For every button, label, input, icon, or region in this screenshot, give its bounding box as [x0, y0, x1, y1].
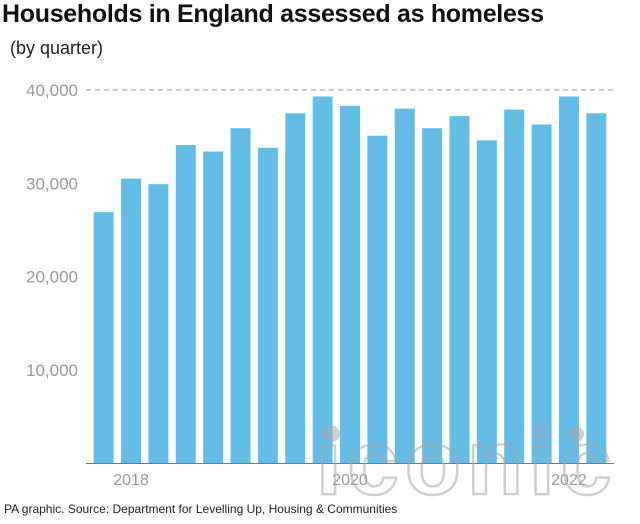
bar: [449, 116, 470, 464]
x-axis-tick-labels: 2018 2020 2022: [113, 472, 587, 489]
bar: [175, 145, 196, 463]
bar: [230, 128, 251, 464]
bar: [93, 212, 114, 463]
x-tick-label: 2020: [332, 472, 368, 489]
bar: [422, 128, 443, 464]
y-tick-label: 10,000: [26, 361, 78, 380]
bar: [257, 147, 278, 463]
y-tick-label: 40,000: [26, 81, 78, 100]
source-note: PA graphic. Source: Department for Level…: [4, 502, 398, 516]
bar: [394, 108, 415, 464]
y-axis-tick-labels: 10,000 20,000 30,000 40,000: [26, 81, 78, 380]
y-tick-label: 20,000: [26, 268, 78, 287]
bar: [558, 96, 579, 463]
bar: [121, 178, 142, 463]
watermark-text: iconic: [316, 412, 618, 514]
bar: [531, 124, 552, 463]
bar: [367, 135, 388, 463]
chart-subtitle: (by quarter): [10, 38, 104, 58]
bar: [340, 105, 360, 463]
bar: [504, 109, 525, 463]
y-tick-label: 30,000: [26, 174, 78, 193]
watermark-dot-icon: [324, 426, 340, 442]
bar: [203, 151, 224, 464]
bar: [285, 113, 306, 463]
watermark: iconic: [315, 411, 618, 516]
bar: [476, 140, 497, 464]
chart-title: Households in England assessed as homele…: [2, 0, 544, 28]
bar: [148, 184, 169, 463]
bar: [586, 113, 607, 463]
x-tick-label: 2018: [113, 472, 149, 489]
watermark-dot-icon: [568, 426, 584, 442]
bars: [93, 96, 607, 464]
bar: [312, 96, 333, 463]
x-tick-label: 2022: [551, 472, 587, 489]
